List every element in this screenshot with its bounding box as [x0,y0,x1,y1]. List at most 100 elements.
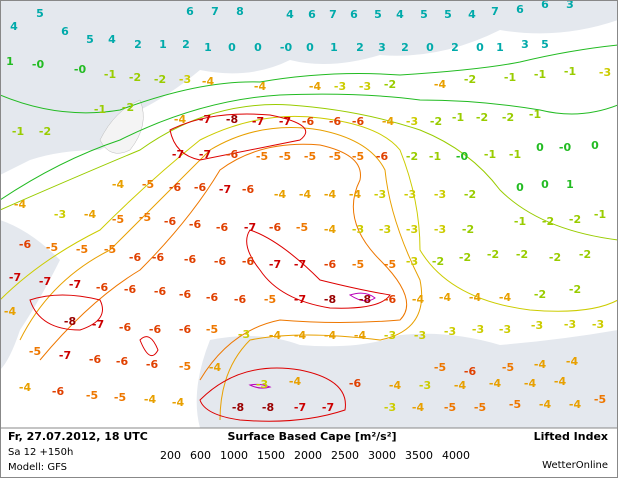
index-label: -3 [374,188,386,201]
index-label: -3 [564,318,576,331]
index-label: -3 [238,328,250,341]
index-label: -6 [184,253,197,266]
index-label: 3 [521,38,529,51]
index-label: -2 [459,251,471,264]
index-label: 0 [591,139,599,152]
index-label: -7 [69,278,81,291]
index-label: -1 [514,215,526,228]
index-label: -3 [334,80,346,93]
legend-value: 600 [190,449,211,462]
index-label: -4 [4,305,17,318]
index-label: -6 [242,183,255,196]
legend-value: 1000 [220,449,248,462]
index-label: -2 [569,283,581,296]
index-label: -5 [114,391,126,404]
index-label: -7 [59,349,71,362]
index-label: -5 [509,398,521,411]
index-label: -2 [432,255,444,268]
index-label: -6 [169,181,182,194]
index-label: 4 [108,33,116,46]
index-label: -5 [142,178,154,191]
index-label: -5 [352,150,364,163]
index-label: -5 [256,150,268,163]
index-label: -4 [174,113,187,126]
index-label: -4 [489,377,502,390]
index-label: -4 [274,188,287,201]
index-label: -5 [76,243,88,256]
index-label: -7 [294,401,306,414]
index-label: -6 [189,218,202,231]
index-label: -5 [112,213,124,226]
index-label: -6 [329,115,342,128]
index-label: -4 [354,329,367,342]
index-label: -7 [92,318,104,331]
index-label: -5 [264,293,276,306]
index-label: -0 [32,58,45,71]
index-label: 7 [211,5,219,18]
index-label: 7 [329,8,337,21]
index-label: -2 [122,101,134,114]
index-label: -1 [534,68,546,81]
index-label: -4 [209,361,222,374]
index-label: 5 [541,38,549,51]
index-label: -7 [9,271,21,284]
index-label: 6 [350,8,358,21]
index-label: -4 [324,329,337,342]
index-label: -4 [309,80,322,93]
index-label: -6 [119,321,132,334]
index-label: -7 [294,293,306,306]
index-label: -7 [279,115,291,128]
index-label: -3 [419,379,431,392]
index-title: Lifted Index [534,430,608,443]
index-label: -7 [244,221,256,234]
index-label: -4 [569,398,582,411]
index-label: -6 [352,115,365,128]
index-label: -4 [14,198,27,211]
index-label: -6 [152,251,165,264]
index-label: 6 [516,3,524,16]
index-label: -3 [592,318,604,331]
index-label: -5 [384,258,396,271]
index-label: -1 [94,103,106,116]
index-label: -2 [464,188,476,201]
index-label: -7 [199,113,211,126]
index-label: -4 [469,291,482,304]
index-label: -2 [464,73,476,86]
index-label: -6 [116,355,129,368]
index-label: -3 [179,73,191,86]
index-label: -5 [474,401,486,414]
index-label: -6 [324,258,337,271]
cape-legend: 200 600 1000 1500 2000 2500 3000 3500 4000 [160,449,470,462]
index-label: -4 [539,398,552,411]
index-label: -3 [499,323,511,336]
index-label: -6 [384,293,397,306]
index-label: -7 [172,148,184,161]
index-label: -4 [439,291,452,304]
index-label: -4 [289,375,302,388]
index-label: -0 [559,141,572,154]
index-label: 0 [254,41,262,54]
index-label: -6 [464,365,477,378]
index-label: -4 [324,223,337,236]
index-label: 2 [182,38,190,51]
footer-bg [0,428,618,478]
index-label: 2 [401,41,409,54]
index-label: -8 [324,293,336,306]
index-label: -1 [484,148,496,161]
index-label: -4 [554,375,567,388]
index-label: -7 [269,258,281,271]
index-label: 3 [566,0,574,11]
legend-value: 2500 [331,449,359,462]
index-label: -2 [154,73,166,86]
index-label: -1 [594,208,606,221]
index-label: -5 [304,150,316,163]
index-label: -4 [454,379,467,392]
index-label: -4 [254,80,267,93]
index-label: -3 [54,208,66,221]
index-label: 2 [134,38,142,51]
index-label: 3 [378,41,386,54]
index-label: -6 [89,353,102,366]
index-label: -7 [219,183,231,196]
